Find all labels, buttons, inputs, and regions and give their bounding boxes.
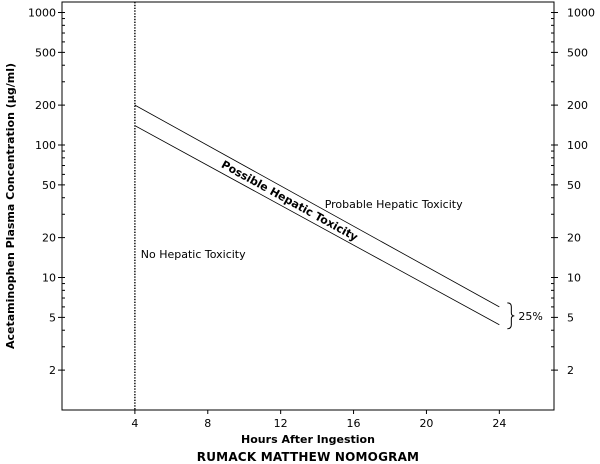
y-tick-label-right: 50 [567, 179, 581, 192]
x-tick-label: 16 [347, 417, 361, 430]
possible-toxicity-line [134, 125, 500, 326]
x-axis-title: Hours After Ingestion [241, 433, 375, 446]
y-tick-label-right: 5 [567, 311, 574, 324]
y-tick-label-right: 100 [567, 139, 588, 152]
x-tick-label: 12 [274, 417, 288, 430]
y-tick-label-left: 2 [49, 364, 56, 377]
y-tick-label-left: 50 [42, 179, 56, 192]
x-tick-label: 4 [131, 417, 138, 430]
y-axis-title: Acetaminophen Plasma Concentration (µg/m… [4, 63, 17, 349]
y-tick-label-left: 20 [42, 232, 56, 245]
y-tick-label-left: 1000 [28, 6, 56, 19]
y-tick-label-left: 200 [35, 99, 56, 112]
y-tick-label-right: 20 [567, 232, 581, 245]
y-tick-label-right: 10 [567, 271, 581, 284]
y-tick-label-right: 2 [567, 364, 574, 377]
x-tick-label: 8 [204, 417, 211, 430]
y-tick-label-left: 100 [35, 139, 56, 152]
band-width-label: 25% [518, 310, 542, 323]
no-toxicity-label: No Hepatic Toxicity [141, 248, 246, 261]
y-tick-label-right: 1000 [567, 6, 595, 19]
y-tick-label-right: 500 [567, 46, 588, 59]
y-tick-label-left: 10 [42, 271, 56, 284]
probable-toxicity-line [134, 104, 500, 308]
y-tick-label-right: 200 [567, 99, 588, 112]
tick-label-group: 2 2 5 5 10 10 20 20 50 50 100 100 200 200 500 500 1000 10… [28, 6, 595, 430]
y-tick-label-left: 5 [49, 311, 56, 324]
x-tick-label: 20 [419, 417, 433, 430]
probable-toxicity-label: Probable Hepatic Toxicity [325, 198, 463, 211]
plot-area-frame [61, 1, 555, 411]
chart-title: RUMACK MATTHEW NOMOGRAM [197, 450, 419, 464]
x-tick-label: 24 [492, 417, 506, 430]
band-width-brace [507, 302, 515, 330]
major-tick-group [58, 11, 558, 414]
y-tick-label-left: 500 [35, 46, 56, 59]
